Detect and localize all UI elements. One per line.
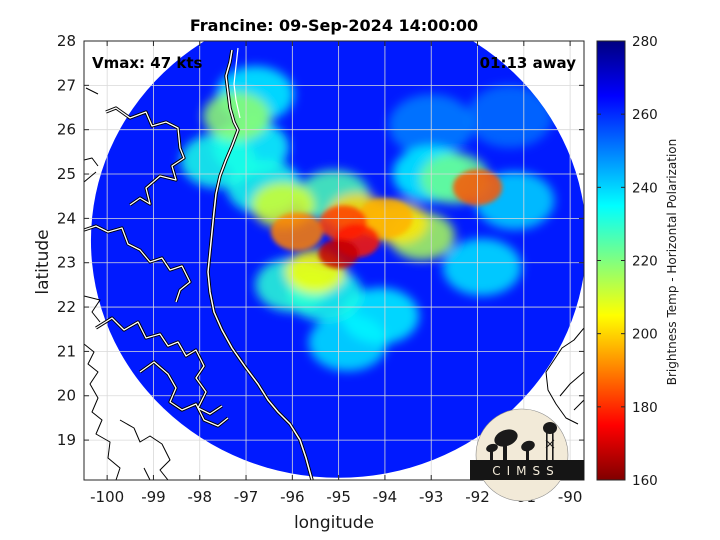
- x-tick-label: -93: [419, 488, 444, 506]
- logo-text: CIMSS: [492, 464, 560, 478]
- axes-frame: [83, 40, 585, 481]
- cimss-logo: CIMSS: [470, 408, 584, 502]
- brightness-feature: [203, 91, 271, 141]
- colorbar-tick-label: 260: [632, 107, 658, 123]
- colorbar-gradient: [596, 40, 626, 481]
- coastlines: [84, 47, 584, 480]
- colorbar-ticks: 160 180 200 220 240 260 280: [597, 34, 658, 489]
- x-tick-label: -99: [141, 488, 166, 506]
- colorbar-tick-label: 200: [632, 327, 658, 343]
- vmax-annotation: Vmax: 47 kts: [92, 54, 202, 72]
- x-tick-label: -95: [326, 488, 351, 506]
- colorbar-tick-label: 280: [632, 34, 658, 50]
- colorbar: 160 180 200 220 240 260 280 Brightness Temp - …: [596, 34, 679, 489]
- yucatan-coast: [545, 327, 584, 425]
- y-tick-label: 20: [57, 387, 76, 405]
- outer-borders: [84, 87, 171, 480]
- x-tick-label: -92: [465, 488, 490, 506]
- brightness-feature: [466, 85, 554, 148]
- x-axis-label: longitude: [294, 513, 374, 533]
- state-border: [84, 107, 229, 427]
- colorbar-label: Brightness Temp - Horizontal Polarizatio…: [665, 139, 679, 386]
- y-tick-label: 19: [57, 431, 76, 449]
- y-tick-label: 21: [57, 342, 76, 360]
- brightness-feature: [270, 212, 324, 251]
- coastline: [207, 49, 313, 480]
- x-tick-label: -96: [280, 488, 305, 506]
- x-tick-label: -97: [234, 488, 259, 506]
- colorbar-tick-label: 180: [632, 400, 658, 416]
- colorbar-tick-label: 220: [632, 254, 658, 270]
- y-tick-labels: 19 20 21 22 23 24 25 26 27 28: [57, 32, 76, 449]
- brightness-feature: [442, 238, 522, 296]
- x-tick-label: -100: [90, 488, 124, 506]
- x-tick-label: -98: [187, 488, 212, 506]
- time-away-annotation: 01:13 away: [480, 54, 577, 72]
- x-tick-label: -94: [373, 488, 398, 506]
- y-tick-label: 22: [57, 298, 76, 316]
- y-axis-label: latitude: [33, 229, 53, 294]
- y-tick-label: 25: [57, 165, 76, 183]
- grid: [84, 41, 584, 480]
- logo-dishes-icon: [486, 429, 535, 460]
- x-tick-label: -90: [558, 488, 583, 506]
- y-tick-label: 27: [57, 76, 76, 94]
- tick-marks: [84, 40, 584, 480]
- y-tick-label: 28: [57, 32, 76, 50]
- colorbar-tick-label: 160: [632, 473, 658, 489]
- y-tick-label: 24: [57, 209, 76, 227]
- chart-title: Francine: 09-Sep-2024 14:00:00: [190, 16, 478, 35]
- swath-layer: [90, 41, 584, 478]
- brightness-feature: [341, 287, 419, 345]
- logo-tower-icon: [543, 422, 557, 460]
- y-tick-label: 26: [57, 121, 76, 139]
- barrier-island: [233, 47, 241, 119]
- colorbar-tick-label: 240: [632, 180, 658, 196]
- y-tick-label: 23: [57, 254, 76, 272]
